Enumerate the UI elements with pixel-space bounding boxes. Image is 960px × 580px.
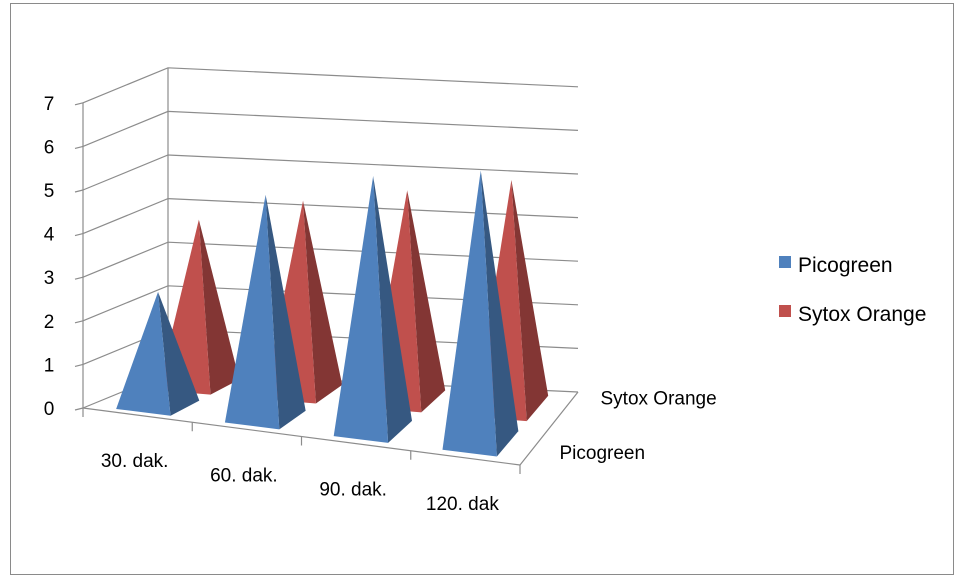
pyramid-side-face <box>303 200 343 404</box>
pyramid-front-face <box>442 170 497 457</box>
pyramid-side-face <box>265 194 306 430</box>
pyramid-side-face <box>480 170 519 457</box>
legend-swatch <box>779 305 791 317</box>
x-tick-label: 30. dak. <box>101 451 169 472</box>
depth-axis-ticks: Picogreen Sytox Orange <box>560 388 717 464</box>
y-tick-label: 7 <box>44 94 55 115</box>
gridline <box>82 110 579 147</box>
pyramid-front-face <box>224 194 280 430</box>
pyramid-picogreen <box>333 176 413 443</box>
gridline <box>82 241 579 278</box>
y-tick-label: 3 <box>44 268 55 289</box>
y-tick-mark <box>74 102 84 106</box>
gridline <box>82 285 579 322</box>
pyramid-picogreen <box>224 194 306 430</box>
pyramid-picogreen <box>116 291 200 416</box>
y-tick-mark <box>74 233 84 237</box>
legend-label: Sytox Orange <box>798 303 926 326</box>
x-tick-label: 120. dak <box>426 494 499 515</box>
y-tick-label: 5 <box>44 181 55 202</box>
y-tick-label: 0 <box>44 399 55 420</box>
y-tick-label: 6 <box>44 137 55 158</box>
gridline <box>82 197 579 235</box>
y-tick-mark <box>74 145 84 149</box>
depth-tick-label: Sytox Orange <box>601 388 717 409</box>
pyramid-side-face <box>373 176 413 443</box>
legend-swatch <box>779 256 791 268</box>
pyramid-picogreen <box>442 170 519 457</box>
y-tick-mark <box>74 363 84 367</box>
y-tick-label: 1 <box>44 355 55 376</box>
chart-pyramids <box>116 170 549 457</box>
pyramid-side-face <box>198 219 240 395</box>
legend-label: Picogreen <box>798 254 893 277</box>
y-tick-mark <box>74 276 84 280</box>
y-tick-label: 2 <box>44 312 55 333</box>
depth-axis-line <box>519 391 579 466</box>
depth-tick-label: Picogreen <box>560 443 646 464</box>
y-tick-label: 4 <box>44 225 55 246</box>
y-tick-mark <box>74 320 84 324</box>
pyramid-front-face <box>333 176 389 443</box>
x-axis-ticks: 30. dak. 60. dak. 90. dak. 120. dak <box>82 408 521 515</box>
pyramid-side-face <box>158 291 200 416</box>
x-tick-label: 60. dak. <box>210 465 278 486</box>
x-tick-label: 90. dak. <box>319 480 387 501</box>
legend: Picogreen Sytox Orange <box>779 254 926 326</box>
y-tick-mark <box>74 189 84 193</box>
pyramid-side-face <box>407 190 446 413</box>
pyramid-side-face <box>511 179 549 422</box>
gridline <box>82 67 579 104</box>
y-tick-mark <box>74 407 84 411</box>
gridline <box>82 154 579 191</box>
y-axis-ticks: 0 1 2 3 4 5 6 7 <box>44 94 84 420</box>
pyramid-front-face <box>116 291 171 416</box>
